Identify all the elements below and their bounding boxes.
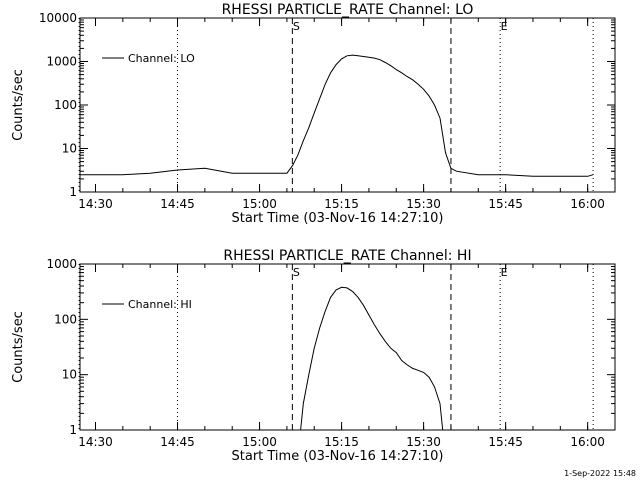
x-tick-label: 15:15 — [324, 197, 359, 211]
y-tick-label: 1000 — [46, 257, 77, 271]
plot-frame — [79, 263, 616, 431]
x-tick-label: 14:30 — [78, 435, 113, 449]
legend-label: Channel: LO — [128, 52, 195, 65]
x-axis-label: Start Time (03-Nov-16 14:27:10) — [232, 211, 444, 226]
data-line — [300, 286, 444, 430]
marker-label: E — [501, 266, 508, 279]
y-tick-label: 10 — [62, 368, 77, 382]
x-tick-label: 15:00 — [242, 435, 277, 449]
chart-title: RHESSI PARTICLE_RATE Channel: HI — [223, 248, 471, 264]
y-tick-label: 100 — [54, 98, 77, 112]
x-tick-label: 16:00 — [570, 197, 605, 211]
x-axis-label: Start Time (03-Nov-16 14:27:10) — [232, 449, 444, 464]
x-tick-label: 15:00 — [242, 197, 277, 211]
marker-label: E — [501, 20, 508, 33]
chart-title: RHESSI PARTICLE_RATE Channel: LO — [222, 2, 474, 18]
timestamp-footer: 1-Sep-2022 15:48 — [564, 469, 636, 478]
x-tick-label: 16:00 — [570, 435, 605, 449]
x-tick-label: 14:45 — [160, 197, 195, 211]
y-axis-label: Counts/sec — [11, 311, 26, 383]
y-tick-label: 1000 — [46, 55, 77, 69]
y-tick-label: 10 — [62, 142, 77, 156]
marker-label: S — [293, 20, 300, 33]
y-tick-label: 100 — [54, 312, 77, 326]
y-tick-label: 1 — [69, 423, 77, 437]
y-tick-label: 1 — [69, 185, 77, 199]
x-tick-label: 14:45 — [160, 435, 195, 449]
data-line — [80, 54, 594, 177]
y-axis-label: Counts/sec — [11, 69, 26, 141]
x-tick-label: 15:45 — [488, 197, 523, 211]
plot-frame — [79, 17, 616, 193]
chart-panel-1: RHESSI PARTICLE_RATE Channel: LO 1 10 100 10… — [11, 2, 616, 226]
x-tick-label: 15:15 — [324, 435, 359, 449]
marker-label: S — [293, 266, 300, 279]
x-tick-label: 15:30 — [406, 197, 441, 211]
x-tick-label: 14:30 — [78, 197, 113, 211]
legend-label: Channel: HI — [128, 298, 192, 311]
chart-panel-2: RHESSI PARTICLE_RATE Channel: HI 1 10 100 10… — [11, 248, 616, 464]
x-tick-label: 15:45 — [488, 435, 523, 449]
y-tick-label: 10000 — [39, 11, 77, 25]
x-tick-label: 15:30 — [406, 435, 441, 449]
